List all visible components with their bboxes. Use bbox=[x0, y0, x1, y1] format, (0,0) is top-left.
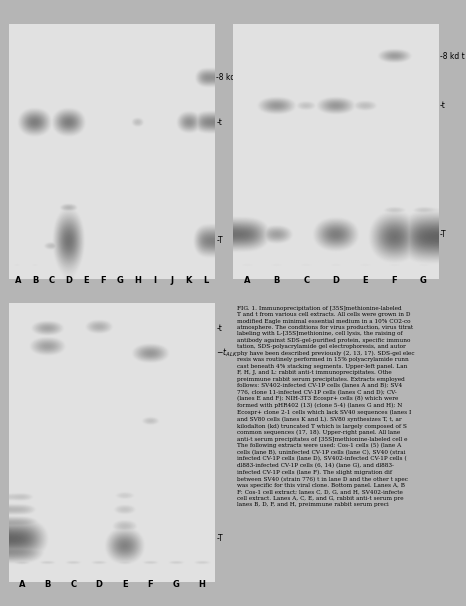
Text: -T: -T bbox=[216, 236, 223, 245]
Text: -T: -T bbox=[440, 230, 447, 239]
Text: A: A bbox=[14, 276, 21, 285]
Text: K: K bbox=[185, 276, 192, 285]
Text: B: B bbox=[274, 276, 280, 285]
Text: E: E bbox=[83, 276, 89, 285]
Text: D: D bbox=[332, 276, 339, 285]
Text: -t: -t bbox=[216, 118, 222, 127]
Text: B: B bbox=[32, 276, 38, 285]
Text: G: G bbox=[117, 276, 124, 285]
Text: -8 kd t: -8 kd t bbox=[216, 73, 241, 82]
Text: E: E bbox=[122, 580, 128, 589]
Text: C: C bbox=[70, 580, 76, 589]
Text: -t: -t bbox=[216, 324, 222, 333]
Text: G: G bbox=[172, 580, 179, 589]
Text: H: H bbox=[198, 580, 205, 589]
Text: F: F bbox=[391, 276, 397, 285]
Text: D: D bbox=[96, 580, 103, 589]
Text: G: G bbox=[420, 276, 427, 285]
Text: -T: -T bbox=[216, 534, 223, 543]
Text: $-t_{ALK}$: $-t_{ALK}$ bbox=[216, 347, 238, 359]
Text: I: I bbox=[153, 276, 156, 285]
Text: J: J bbox=[170, 276, 173, 285]
Text: F: F bbox=[101, 276, 106, 285]
Text: -t: -t bbox=[440, 101, 446, 110]
Text: C: C bbox=[303, 276, 309, 285]
Text: E: E bbox=[362, 276, 368, 285]
Text: L: L bbox=[203, 276, 208, 285]
Text: C: C bbox=[49, 276, 55, 285]
Text: FIG. 1. Immunoprecipitation of [35S]methionine-labeled
T and t from various cell: FIG. 1. Immunoprecipitation of [35S]meth… bbox=[238, 306, 415, 507]
Text: -8 kd t: -8 kd t bbox=[440, 52, 465, 61]
Text: D: D bbox=[66, 276, 73, 285]
Text: H: H bbox=[134, 276, 141, 285]
Text: A: A bbox=[244, 276, 251, 285]
Text: F: F bbox=[147, 580, 153, 589]
Text: A: A bbox=[19, 580, 25, 589]
Text: B: B bbox=[45, 580, 51, 589]
